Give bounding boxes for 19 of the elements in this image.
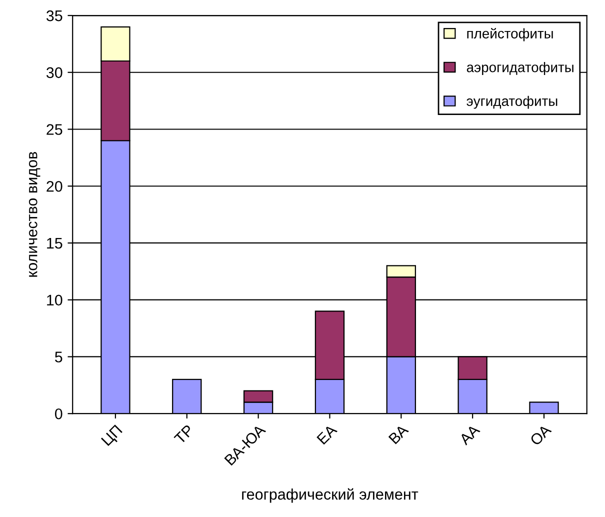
legend-label: плейстофиты	[467, 28, 553, 42]
x-tick-label: ЕА	[316, 424, 338, 445]
y-tick-label: 5	[54, 352, 62, 362]
legend-label: аэрогидатофиты	[466, 62, 574, 75]
x-axis-title: географический элемент	[242, 488, 418, 503]
y-tick-label: 10	[47, 294, 62, 306]
y-axis-title: количество видов	[28, 152, 40, 277]
x-tick-label: ОА	[529, 424, 552, 446]
y-tick-label: 20	[46, 180, 62, 192]
legend-label: эугидатофиты	[466, 96, 558, 109]
x-tick-label: ЦП	[100, 424, 125, 448]
y-tick-label: 0	[54, 408, 62, 420]
y-tick-label: 30	[46, 67, 62, 78]
x-tick-label: АА	[458, 424, 480, 446]
x-tick-label: ВА	[388, 424, 409, 444]
y-tick-label: 35	[46, 10, 62, 22]
x-tick-label: ТР	[174, 424, 194, 445]
y-tick-label: 15	[47, 238, 62, 249]
y-tick-label: 25	[46, 124, 62, 135]
